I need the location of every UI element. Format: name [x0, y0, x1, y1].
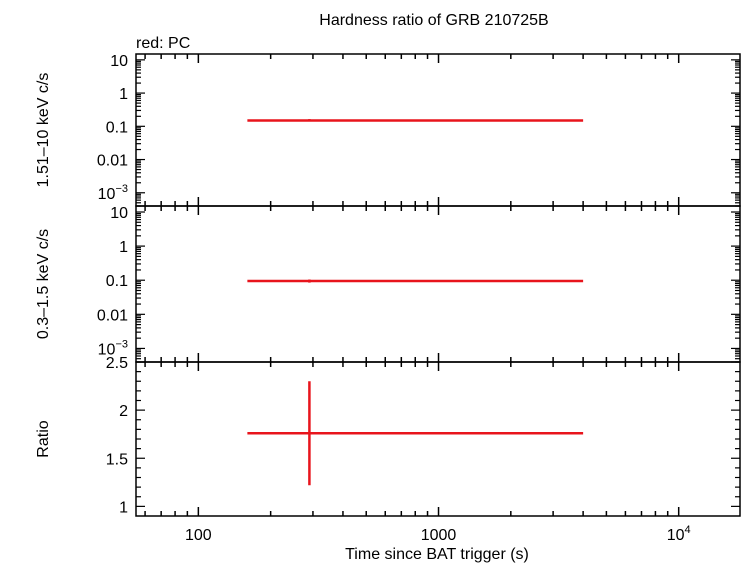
y-tick-label: 10 — [110, 205, 128, 222]
y-axis-label: 0.3–1.5 keV c/s — [35, 229, 52, 339]
panel-frame — [135, 205, 741, 363]
y-tick-label: 10 — [110, 53, 128, 70]
panel-frame — [135, 361, 741, 517]
x-tick-label-base: 10 — [667, 527, 685, 544]
panel-3: 2.5 2 1.5 1 Ratio — [35, 355, 741, 517]
x-tick-label: 104 — [667, 524, 691, 544]
y-tick-label-base: 10 — [98, 186, 116, 203]
y-tick-label: 0.01 — [97, 307, 128, 324]
data-point — [247, 119, 584, 122]
y-tick-label: 1 — [119, 86, 128, 103]
data-point — [247, 279, 584, 283]
data-point — [247, 381, 584, 486]
y-tick-label: 2 — [119, 403, 128, 420]
panel-frame — [135, 53, 741, 207]
y-tick-label: 2.5 — [106, 355, 128, 372]
chart-title: Hardness ratio of GRB 210725B — [319, 12, 548, 29]
x-tick-label-exponent: 4 — [685, 524, 691, 536]
y-axis-label: Ratio — [35, 420, 52, 457]
x-tick-label: 100 — [185, 527, 212, 544]
y-tick-label: 1.5 — [106, 451, 128, 468]
y-tick-label: 0.01 — [97, 153, 128, 170]
y-tick-label: 0.1 — [106, 119, 128, 136]
y-tick-label: 0.1 — [106, 273, 128, 290]
x-axis-label: Time since BAT trigger (s) — [345, 546, 529, 563]
y-tick-label-base: 10 — [98, 341, 116, 358]
y-tick-label-exponent: −3 — [115, 183, 128, 195]
y-tick-label: 10−3 — [98, 338, 128, 358]
y-tick-label: 1 — [119, 499, 128, 516]
y-tick-label-exponent: −3 — [115, 338, 128, 350]
y-tick-label: 1 — [119, 239, 128, 256]
y-axis-label: 1.51–10 keV c/s — [35, 73, 52, 188]
x-tick-label: 1000 — [421, 527, 457, 544]
legend-text: red: PC — [136, 35, 190, 52]
y-tick-label: 10−3 — [98, 183, 128, 203]
